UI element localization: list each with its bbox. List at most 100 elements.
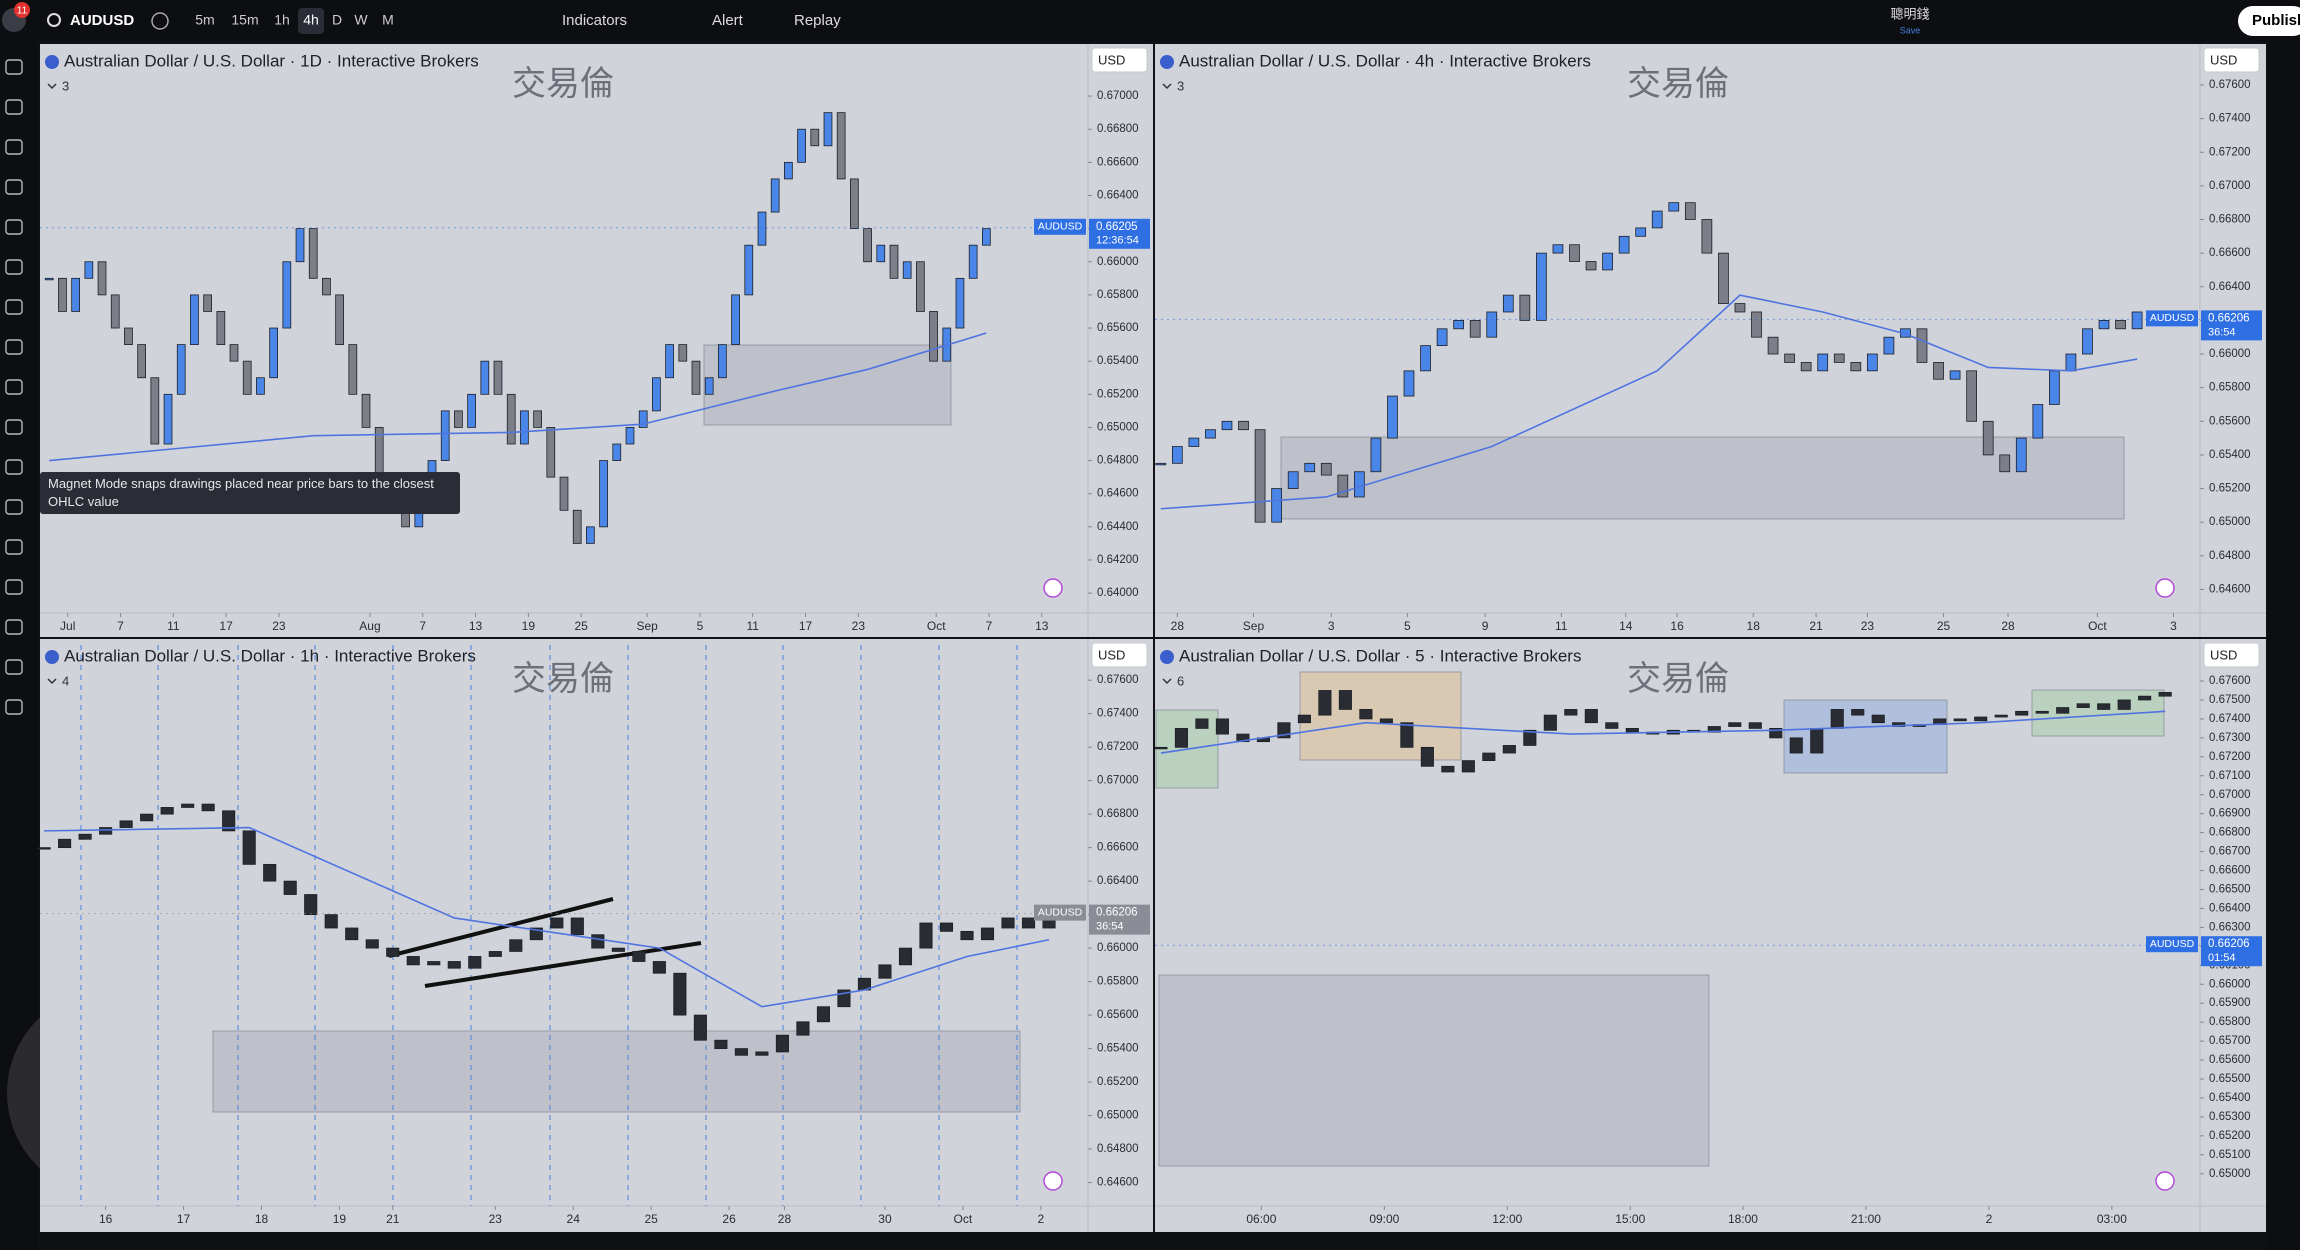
candle xyxy=(929,311,938,362)
tool-icon[interactable] xyxy=(5,379,23,395)
candle xyxy=(784,161,793,180)
candle xyxy=(980,927,995,941)
currency-box[interactable] xyxy=(2203,642,2260,668)
trend-line[interactable] xyxy=(424,941,702,988)
event-icon[interactable] xyxy=(2155,578,2175,598)
tool-icon[interactable] xyxy=(5,139,23,155)
interval[interactable]: D xyxy=(332,12,342,28)
tool-icon[interactable] xyxy=(5,539,23,555)
currency-box[interactable] xyxy=(1091,47,1148,73)
legend-toggle[interactable] xyxy=(47,83,57,90)
interval[interactable]: M xyxy=(382,12,394,28)
y-tick-label: 0.67400 xyxy=(1097,708,1139,720)
candle xyxy=(1001,917,1015,929)
y-tick-label: 0.65400 xyxy=(2209,1092,2251,1104)
candle xyxy=(229,344,239,362)
trend-line[interactable] xyxy=(388,897,614,958)
interval[interactable]: 5m xyxy=(195,12,214,28)
event-icon[interactable] xyxy=(1043,578,1063,598)
publish-button[interactable] xyxy=(2238,6,2300,36)
legend-toggle[interactable] xyxy=(47,678,57,685)
tool-icon[interactable] xyxy=(5,459,23,475)
currency[interactable]: USD xyxy=(2210,647,2237,662)
tool-icon[interactable] xyxy=(5,99,23,115)
zone xyxy=(1299,671,1462,761)
candle xyxy=(734,1048,748,1056)
moving-average xyxy=(44,826,1050,1008)
alert[interactable]: Alert xyxy=(712,12,744,29)
candle xyxy=(181,803,195,808)
candle xyxy=(1625,727,1639,733)
account-name[interactable]: 聰明錢 xyxy=(1890,6,1929,21)
candle xyxy=(308,228,318,279)
interval[interactable]: 15m xyxy=(231,12,258,28)
tool-icon[interactable] xyxy=(5,299,23,315)
price-tag xyxy=(1089,218,1150,249)
tool-icon[interactable] xyxy=(5,339,23,355)
candle xyxy=(2015,437,2027,473)
candle xyxy=(1238,420,1249,431)
candle xyxy=(960,930,974,941)
tool-icon[interactable] xyxy=(5,179,23,195)
y-tick-label: 0.66500 xyxy=(2209,884,2251,896)
candle xyxy=(1519,294,1531,321)
tool-icon[interactable] xyxy=(5,659,23,675)
tool-icon[interactable] xyxy=(5,579,23,595)
add-symbol[interactable] xyxy=(151,12,169,30)
candle xyxy=(345,927,359,941)
legend-toggle[interactable] xyxy=(1162,678,1172,685)
y-tick-label: 0.65400 xyxy=(2209,449,2251,461)
candle xyxy=(665,344,674,379)
indicators[interactable]: Indicators xyxy=(562,12,627,29)
event-icon[interactable] xyxy=(2155,1171,2175,1191)
symbol[interactable]: AUDUSD xyxy=(70,12,134,29)
candle xyxy=(222,810,236,832)
tool-icon[interactable] xyxy=(5,419,23,435)
currency-box[interactable] xyxy=(2203,47,2260,73)
candle xyxy=(876,244,886,263)
interval[interactable]: 1h xyxy=(274,12,290,28)
currency[interactable]: USD xyxy=(1098,647,1125,662)
event-icon[interactable] xyxy=(1043,1171,1063,1191)
y-tick-label: 0.65800 xyxy=(2209,382,2251,394)
candle xyxy=(1748,722,1762,729)
interval[interactable]: 4h xyxy=(303,12,319,28)
chart-title: Australian Dollar / U.S. Dollar · 1D · I… xyxy=(64,51,479,70)
candle xyxy=(2131,311,2143,330)
tool-icon[interactable] xyxy=(5,499,23,515)
candle xyxy=(2117,699,2131,710)
currency-box[interactable] xyxy=(1091,642,1148,668)
currency[interactable]: USD xyxy=(2210,52,2237,67)
candle xyxy=(216,311,226,345)
candle xyxy=(256,377,265,395)
candle xyxy=(1436,328,1448,347)
candle xyxy=(1171,446,1183,464)
price-tag-countdown: 36:54 xyxy=(2208,326,2236,338)
zone xyxy=(703,344,952,426)
legend-toggle[interactable] xyxy=(1162,83,1172,90)
publish-label[interactable]: Publish xyxy=(2252,12,2300,29)
tool-icon[interactable] xyxy=(5,219,23,235)
candle xyxy=(731,294,740,345)
y-tick-label: 0.66000 xyxy=(1097,942,1139,954)
search-icon[interactable] xyxy=(47,13,61,27)
tool-icon[interactable] xyxy=(5,699,23,715)
price-tag-symbol: AUDUSD xyxy=(1038,906,1083,918)
tool-icon[interactable] xyxy=(5,259,23,275)
candle xyxy=(1403,370,1415,397)
x-tick-label: 16 xyxy=(1670,619,1684,633)
interval[interactable]: W xyxy=(354,12,368,28)
currency[interactable]: USD xyxy=(1098,52,1125,67)
candle xyxy=(1337,474,1349,498)
candle xyxy=(1830,709,1844,729)
y-tick-label: 0.66400 xyxy=(2209,281,2251,293)
replay[interactable]: Replay xyxy=(794,12,841,29)
candle xyxy=(1441,765,1455,773)
candle xyxy=(110,294,120,329)
candle xyxy=(2015,710,2029,716)
candle xyxy=(520,410,529,445)
y-tick-label: 0.65200 xyxy=(2209,1130,2251,1142)
tool-icon[interactable] xyxy=(5,59,23,75)
candle xyxy=(324,914,338,929)
tool-icon[interactable] xyxy=(5,619,23,635)
